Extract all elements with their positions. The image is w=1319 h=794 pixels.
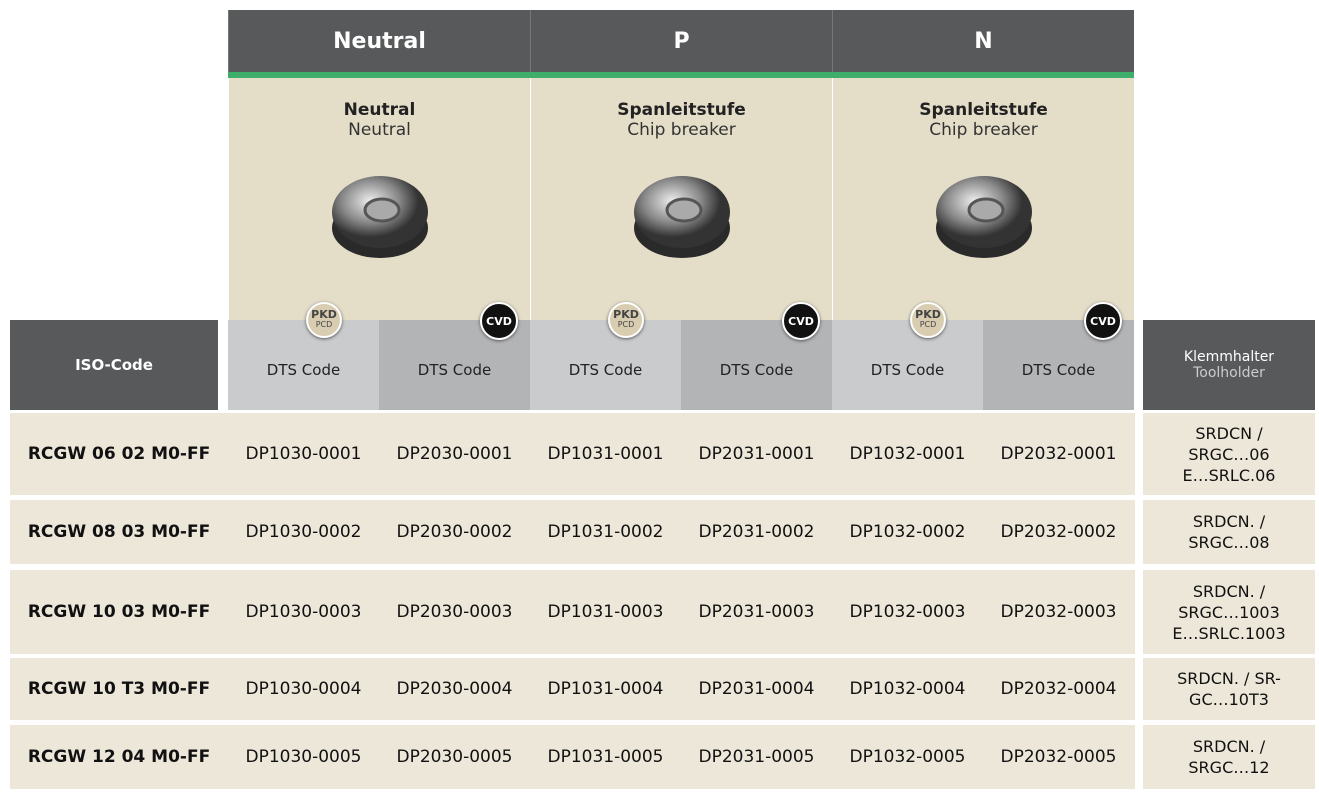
group-image-area: Spanleitstufe Chip breaker bbox=[832, 78, 1134, 320]
toolholder-header: Klemmhalter Toolholder bbox=[1143, 320, 1315, 410]
badge-cvd: CVD bbox=[480, 302, 518, 340]
group-title: N bbox=[832, 10, 1134, 72]
toolholder-line: SRGC…06 bbox=[1188, 444, 1270, 464]
badge-sub: PCD bbox=[617, 320, 635, 329]
code-cell: DP1031-0004 bbox=[547, 679, 664, 699]
badge-label: PKD bbox=[915, 308, 941, 321]
dts-header: DTS Code bbox=[530, 320, 681, 410]
code-cell: DP2032-0002 bbox=[1000, 522, 1117, 542]
code-cell: DP1030-0005 bbox=[245, 747, 362, 767]
toolholder-line: SRDCN. / bbox=[1192, 581, 1266, 601]
badge-cvd: CVD bbox=[1084, 302, 1122, 340]
green-rule bbox=[832, 72, 1134, 78]
code-cell: DP2031-0005 bbox=[698, 747, 815, 767]
toolholder-line: SRDCN. / SR- bbox=[1177, 669, 1281, 688]
code-cell: DP2031-0002 bbox=[698, 522, 815, 542]
code-cell: DP1031-0001 bbox=[547, 444, 664, 464]
iso-header: ISO-Code bbox=[10, 320, 218, 410]
code-cell: DP1030-0003 bbox=[245, 602, 362, 622]
code-cell: DP1032-0005 bbox=[849, 747, 966, 767]
code-cell: DP2032-0001 bbox=[1000, 444, 1117, 464]
toolholder-line: GC…10T3 bbox=[1189, 690, 1269, 709]
code-cell: DP1032-0004 bbox=[849, 679, 966, 699]
code-cell: DP1032-0001 bbox=[849, 444, 966, 464]
iso-cell: RCGW 10 03 M0-FF bbox=[27, 602, 211, 622]
group-image-area: Neutral Neutral bbox=[228, 78, 530, 320]
badge-label: PKD bbox=[613, 308, 639, 321]
toolholder-line: SRDCN. / bbox=[1192, 512, 1266, 531]
green-rule bbox=[530, 72, 832, 78]
toolholder-line: SRDCN / bbox=[1195, 423, 1263, 443]
green-rule bbox=[228, 72, 530, 78]
code-cell: DP1032-0003 bbox=[849, 602, 966, 622]
toolholder-line: E…SRLC.06 bbox=[1182, 465, 1276, 485]
toolholder-cell: SRDCN. / SRGC…1003 E…SRLC.1003 bbox=[1143, 570, 1315, 654]
iso-cell: RCGW 06 02 M0-FF bbox=[27, 444, 211, 464]
row-bg bbox=[10, 725, 1135, 789]
code-cell: DP2030-0005 bbox=[396, 747, 513, 767]
code-cell: DP1032-0002 bbox=[849, 522, 966, 542]
subtitle-de: Spanleitstufe bbox=[617, 100, 746, 120]
insert-image bbox=[633, 176, 730, 258]
code-cell: DP1030-0001 bbox=[245, 444, 362, 464]
group-title: P bbox=[530, 10, 832, 72]
badge-label: PKD bbox=[311, 308, 337, 321]
toolholder-line: SRGC…12 bbox=[1188, 758, 1270, 777]
code-cell: DP2031-0004 bbox=[698, 679, 815, 699]
toolholder-line: SRGC…1003 bbox=[1178, 602, 1280, 622]
code-cell: DP2032-0003 bbox=[1000, 602, 1117, 622]
row-bg bbox=[10, 658, 1135, 720]
iso-cell: RCGW 08 03 M0-FF bbox=[27, 522, 211, 542]
dts-header: DTS Code bbox=[228, 320, 379, 410]
insert-image bbox=[935, 176, 1032, 258]
toolholder-cell: SRDCN. / SR- GC…10T3 bbox=[1143, 658, 1315, 720]
toolholder-line: SRGC…08 bbox=[1188, 533, 1270, 552]
badge-sub: PCD bbox=[919, 320, 937, 329]
code-cell: DP1031-0002 bbox=[547, 522, 664, 542]
toolholder-cell: SRDCN. / SRGC…08 bbox=[1143, 500, 1315, 564]
row-bg bbox=[10, 500, 1135, 564]
subtitle-en: Chip breaker bbox=[627, 120, 736, 140]
code-cell: DP2030-0003 bbox=[396, 602, 513, 622]
toolholder-line: SRDCN. / bbox=[1192, 737, 1266, 756]
badge-pkd: PKD PCD bbox=[910, 302, 946, 338]
row-bg bbox=[10, 413, 1135, 495]
badge-sub: PCD bbox=[315, 320, 333, 329]
code-cell: DP2031-0001 bbox=[698, 444, 815, 464]
code-cell: DP2030-0001 bbox=[396, 444, 513, 464]
insert-image bbox=[331, 176, 428, 258]
code-cell: DP1030-0004 bbox=[245, 679, 362, 699]
group-image-area: Spanleitstufe Chip breaker bbox=[530, 78, 832, 320]
code-cell: DP2030-0002 bbox=[396, 522, 513, 542]
subtitle-de: Spanleitstufe bbox=[919, 100, 1048, 120]
subtitle-en: Chip breaker bbox=[929, 120, 1038, 140]
group-title: Neutral bbox=[228, 10, 530, 72]
code-cell: DP2032-0005 bbox=[1000, 747, 1117, 767]
code-cell: DP2030-0004 bbox=[396, 679, 513, 699]
subtitle-de: Neutral bbox=[343, 100, 416, 120]
code-cell: DP1030-0002 bbox=[245, 522, 362, 542]
badge-pkd: PKD PCD bbox=[306, 302, 342, 338]
dts-header: DTS Code bbox=[832, 320, 983, 410]
code-cell: DP1031-0005 bbox=[547, 747, 664, 767]
badge-pkd: PKD PCD bbox=[608, 302, 644, 338]
toolholder-cell: SRDCN / SRGC…06 E…SRLC.06 bbox=[1143, 413, 1315, 495]
row-bg bbox=[10, 570, 1135, 654]
toolholder-en: Toolholder bbox=[1193, 365, 1265, 381]
toolholder-cell: SRDCN. / SRGC…12 bbox=[1143, 725, 1315, 789]
iso-cell: RCGW 12 04 M0-FF bbox=[27, 747, 211, 767]
code-cell: DP2032-0004 bbox=[1000, 679, 1117, 699]
badge-cvd: CVD bbox=[782, 302, 820, 340]
iso-cell: RCGW 10 T3 M0-FF bbox=[27, 679, 211, 699]
toolholder-de: Klemmhalter bbox=[1183, 349, 1275, 365]
code-cell: DP1031-0003 bbox=[547, 602, 664, 622]
code-cell: DP2031-0003 bbox=[698, 602, 815, 622]
toolholder-line: E…SRLC.1003 bbox=[1172, 623, 1286, 643]
subtitle-en: Neutral bbox=[348, 120, 411, 140]
